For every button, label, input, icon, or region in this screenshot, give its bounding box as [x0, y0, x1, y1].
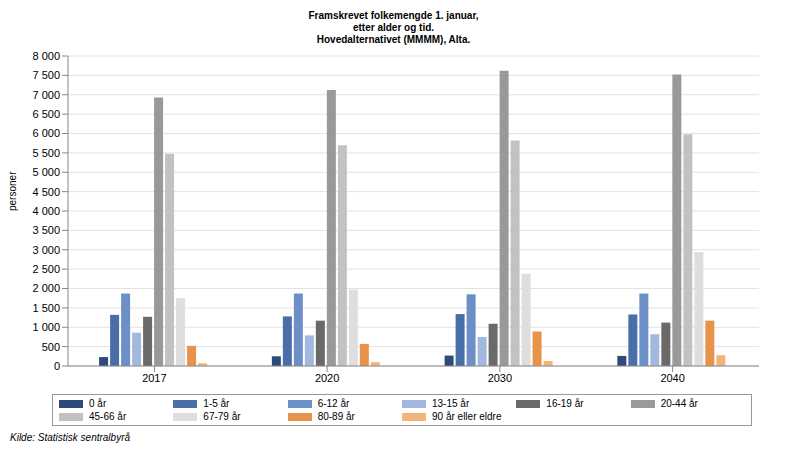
svg-text:5 500: 5 500	[32, 147, 60, 159]
html-text:45-66 år: 45-66 år	[89, 411, 127, 422]
html-text:1-5 år: 1-5 år	[203, 398, 230, 409]
svg-text:6 500: 6 500	[32, 108, 60, 120]
html-text:20-44 år: 20-44 år	[660, 398, 698, 409]
svg-text:6 000: 6 000	[32, 127, 60, 139]
svg-text:2030: 2030	[488, 372, 512, 384]
html-text:80-89 år: 80-89 år	[317, 411, 355, 422]
svg-text:4 000: 4 000	[32, 205, 60, 217]
svg-text:500: 500	[42, 341, 60, 353]
html-text:67-79 år: 67-79 år	[203, 411, 241, 422]
svg-text:8 000: 8 000	[32, 50, 60, 62]
svg-text:1 500: 1 500	[32, 302, 60, 314]
svg-text:2 000: 2 000	[32, 282, 60, 294]
svg-text:3 500: 3 500	[32, 224, 60, 236]
svg-text:5 000: 5 000	[32, 166, 60, 178]
html-text:Framskrevet folkemengde 1. jan: Framskrevet folkemengde 1. januar, etter…	[308, 10, 479, 45]
html-text:13-15 år: 13-15 år	[432, 398, 470, 409]
svg-text:4 500: 4 500	[32, 186, 60, 198]
svg-text:3 000: 3 000	[32, 244, 60, 256]
html-text:Kilde: Statistisk sentralbyrå: Kilde: Statistisk sentralbyrå	[10, 432, 131, 443]
svg-text:2020: 2020	[315, 372, 339, 384]
svg-text:0: 0	[54, 360, 60, 372]
svg-text:7 000: 7 000	[32, 89, 60, 101]
html-text:16-19 år: 16-19 år	[546, 398, 584, 409]
html-text:0 år: 0 år	[89, 398, 107, 409]
svg-text:personer: personer	[8, 171, 18, 211]
html-text:90 år eller eldre: 90 år eller eldre	[432, 411, 502, 422]
svg-text:1 000: 1 000	[32, 321, 60, 333]
svg-text:7 500: 7 500	[32, 69, 60, 81]
svg-text:2 500: 2 500	[32, 263, 60, 275]
svg-text:2017: 2017	[142, 372, 166, 384]
html-text:6-12 år: 6-12 år	[317, 398, 350, 409]
svg-text:2040: 2040	[660, 372, 684, 384]
